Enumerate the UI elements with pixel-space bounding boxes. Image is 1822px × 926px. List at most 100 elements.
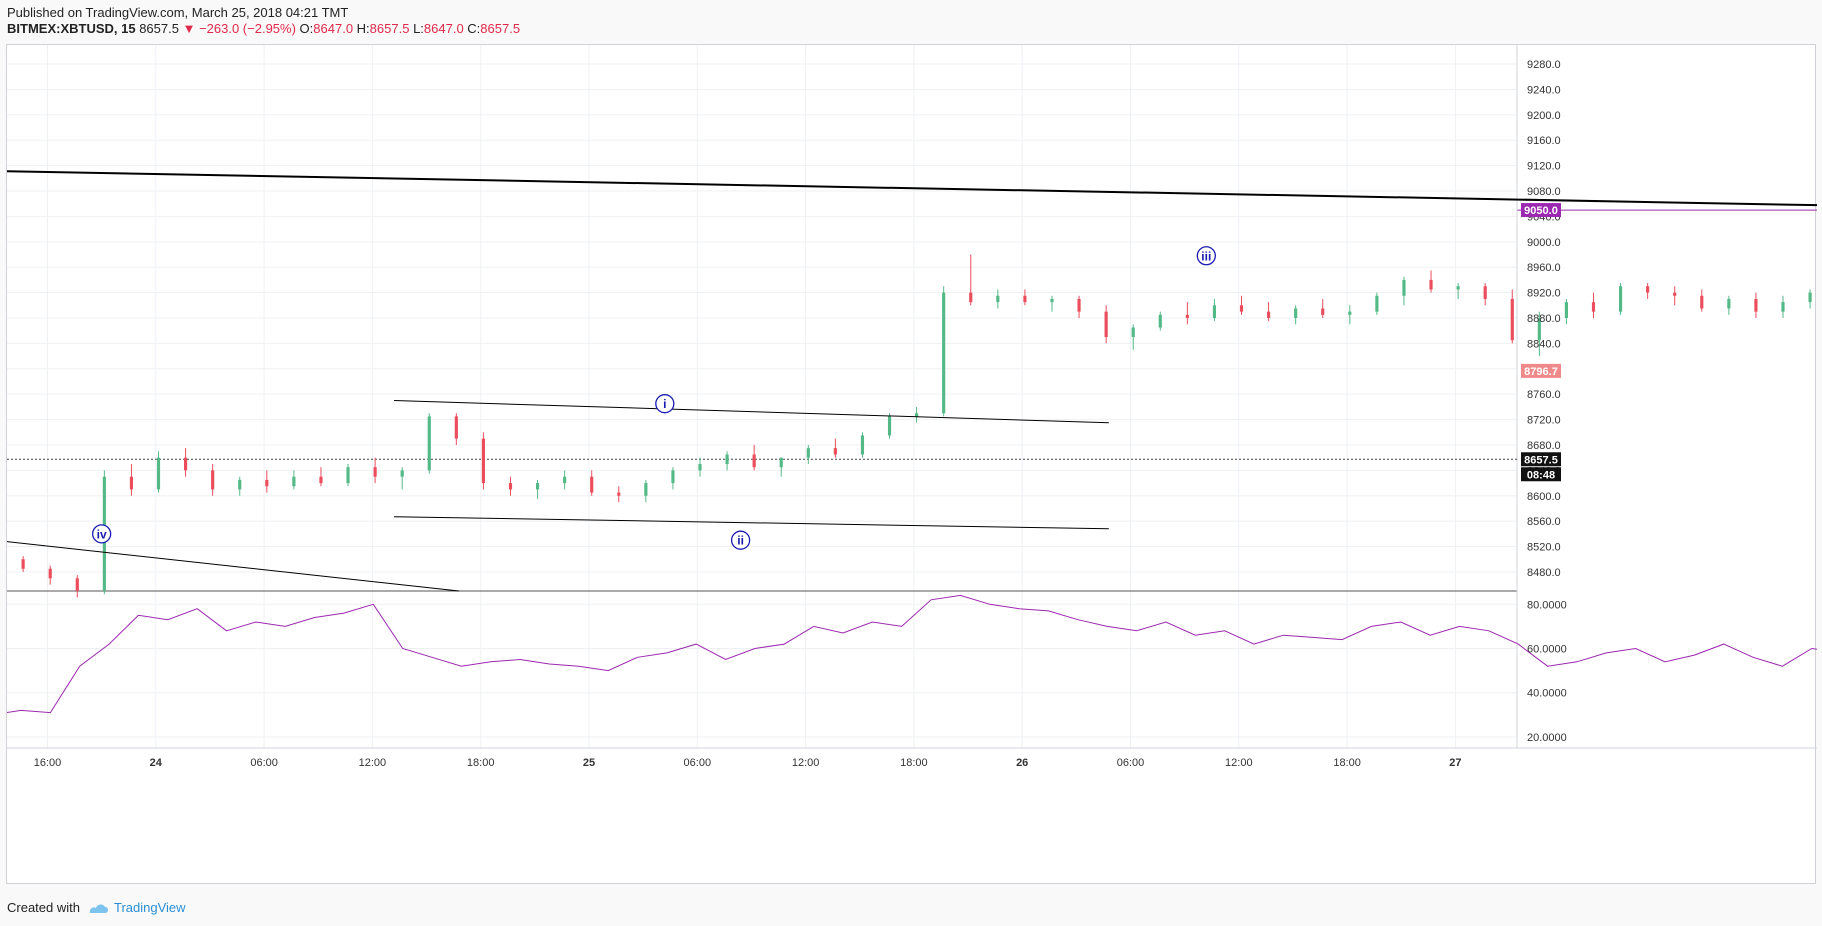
tradingview-logo-icon	[89, 903, 108, 913]
time-tick-label: 16:00	[34, 757, 62, 769]
high-value: 8657.5	[369, 21, 410, 36]
candle-body	[400, 470, 404, 477]
price-tick-label: 8840.0	[1527, 338, 1561, 350]
time-tick-label: 12:00	[1225, 757, 1253, 769]
candle-body	[1402, 279, 1406, 296]
wave-label-circle	[655, 394, 675, 414]
time-tick-label: 27	[1449, 757, 1461, 769]
candle-body	[1158, 314, 1162, 328]
time-tick-label: 26	[1016, 757, 1028, 769]
rsi-line	[7, 594, 1817, 714]
candle-body	[1673, 292, 1677, 296]
candle-body	[184, 457, 188, 471]
candle-body	[481, 438, 485, 484]
candle-body	[238, 479, 242, 490]
countdown-badge-bg	[1521, 467, 1561, 482]
candle-body	[427, 416, 431, 471]
price-tick-label: 9080.0	[1527, 186, 1561, 198]
candle-body	[129, 476, 134, 490]
candle-body	[1564, 302, 1568, 318]
time-tick-label: 25	[583, 757, 595, 769]
time-tick-label: 06:00	[684, 757, 712, 769]
candle-body	[1077, 298, 1081, 312]
chart-svg[interactable]: iviiiiiiivvbaciiiiiiivRS9280.09240.09200…	[7, 45, 1817, 885]
open-value: 8647.0	[313, 21, 354, 36]
candle-body	[887, 416, 892, 436]
candle-body	[1267, 311, 1271, 318]
candle-body	[725, 454, 729, 465]
price-change: ▼ −263.0 (−2.95%)	[182, 21, 296, 36]
candle-body	[806, 448, 810, 458]
last-price-badge-bg	[1521, 452, 1561, 467]
candle-body	[265, 479, 269, 487]
price-tick-label: 8920.0	[1527, 288, 1561, 300]
candle-body	[833, 448, 837, 455]
candle-body	[346, 467, 350, 484]
wave-label-iv: iv	[97, 527, 107, 541]
candle-body	[48, 568, 52, 579]
candle-body	[1429, 279, 1433, 290]
candle-body	[942, 292, 946, 414]
candle-body	[1321, 308, 1325, 315]
candle-body	[1050, 298, 1054, 303]
candle-body	[779, 457, 783, 468]
trendline[interactable]	[394, 516, 1109, 530]
candle-body	[535, 483, 540, 490]
candle-body	[1537, 318, 1541, 341]
candle-body	[1294, 308, 1298, 318]
price-tick-label: 8760.0	[1527, 389, 1561, 401]
time-tick-label: 06:00	[1117, 757, 1145, 769]
candle-body	[860, 435, 865, 455]
tradingview-link[interactable]: TradingView	[88, 900, 186, 915]
time-tick-label: 06:00	[250, 757, 278, 769]
last-price-badge: 8657.5	[1524, 454, 1558, 466]
candle-body	[1510, 298, 1514, 341]
footer: Created with TradingView	[7, 900, 186, 915]
candle-body	[1700, 295, 1704, 309]
candle-body	[671, 470, 675, 484]
price-tick-label: 8680.0	[1527, 440, 1561, 452]
price-tick-label: 8880.0	[1527, 313, 1561, 325]
candle-body	[590, 476, 594, 493]
candle-body	[1727, 298, 1731, 309]
price-tick-label: 8560.0	[1527, 516, 1561, 528]
created-with-text: Created with	[7, 900, 80, 915]
candle-body	[969, 292, 973, 303]
price-tick-label: 9120.0	[1527, 161, 1561, 173]
time-tick-label: 18:00	[900, 757, 928, 769]
published-note: Published on TradingView.com, March 25, …	[7, 5, 349, 20]
trendline[interactable]	[7, 531, 460, 592]
candle-body	[1239, 305, 1244, 312]
wave-label-iii: iii	[1201, 249, 1211, 263]
candle-body	[508, 483, 513, 490]
rsi-tick-label: 20.0000	[1527, 732, 1567, 744]
close-label: C:	[467, 21, 481, 36]
candle-body	[156, 457, 161, 490]
low-value: 8647.0	[423, 21, 464, 36]
rsi-tick-label: 60.0000	[1527, 643, 1567, 655]
candle-body	[1023, 295, 1027, 303]
high-label: H:	[356, 21, 370, 36]
candle-body	[563, 476, 567, 484]
candle-body	[1348, 311, 1352, 315]
symbol-name[interactable]: BITMEX:XBTUSD, 15	[7, 21, 136, 36]
time-tick-label: 12:00	[792, 757, 820, 769]
time-tick-label: 18:00	[1333, 757, 1361, 769]
wave-label-circle	[730, 530, 751, 550]
candle-body	[1781, 302, 1785, 312]
candle-body	[1131, 327, 1135, 338]
trendline[interactable]	[394, 400, 1109, 424]
candle-body	[915, 413, 919, 417]
candle-body	[617, 492, 621, 496]
chart-area[interactable]: iviiiiiiivvbaciiiiiiivRS9280.09240.09200…	[6, 44, 1817, 885]
stop-price-badge-bg	[1521, 363, 1561, 378]
candle-body	[1808, 292, 1812, 303]
candle-body	[75, 578, 79, 591]
price-tick-label: 9000.0	[1527, 237, 1561, 249]
price-tick-label: 8520.0	[1527, 542, 1561, 554]
price-tick-label: 8480.0	[1527, 567, 1561, 579]
stop-price-badge: 8796.7	[1524, 366, 1558, 378]
candle-body	[319, 476, 323, 484]
time-tick-label: 24	[150, 757, 163, 769]
trendline[interactable]	[7, 169, 1817, 280]
